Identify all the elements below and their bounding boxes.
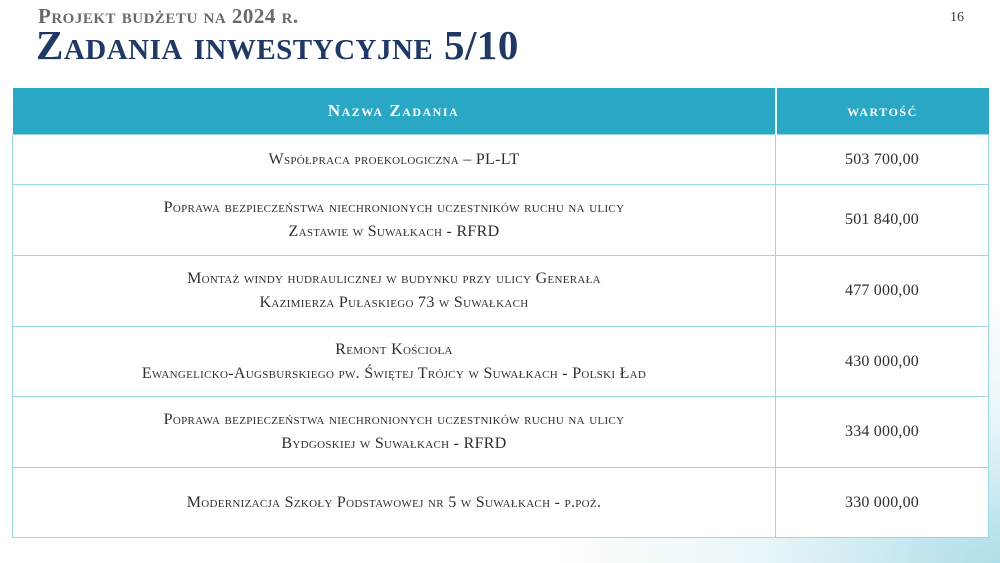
table-row: Montaż windy hudraulicznej w budynku prz… (12, 255, 989, 327)
investment-tasks-table: Nazwa Zadania wartość Współpraca proekol… (12, 88, 989, 538)
task-name: Współpraca proekologiczna – PL-LT (12, 134, 776, 185)
table-row: Poprawa bezpieczeństwa niechronionych uc… (12, 396, 989, 468)
task-value: 330 000,00 (775, 467, 989, 538)
task-name: Remont Kościoła Ewangelicko-Augsburskieg… (12, 326, 776, 397)
page-title: Zadania inwestycyjne 5/10 (36, 22, 519, 68)
table-header-row: Nazwa Zadania wartość (12, 88, 989, 135)
task-name: Poprawa bezpieczeństwa niechronionych uc… (12, 184, 776, 256)
task-name: Montaż windy hudraulicznej w budynku prz… (12, 255, 776, 327)
task-value: 334 000,00 (775, 396, 989, 468)
table-row: Modernizacja Szkoły Podstawowej nr 5 w S… (12, 467, 989, 538)
task-name: Poprawa bezpieczeństwa niechronionych uc… (12, 396, 776, 468)
table-row: Współpraca proekologiczna – PL-LT 503 70… (12, 134, 989, 185)
table-row: Remont Kościoła Ewangelicko-Augsburskieg… (12, 326, 989, 397)
column-header-value: wartość (775, 88, 989, 135)
slide-kicker: Projekt budżetu na 2024 r. (38, 4, 299, 28)
task-value: 430 000,00 (775, 326, 989, 397)
column-header-task-name: Nazwa Zadania (12, 88, 777, 135)
task-value: 503 700,00 (775, 134, 989, 185)
table-row: Poprawa bezpieczeństwa niechronionych uc… (12, 184, 989, 256)
task-value: 501 840,00 (775, 184, 989, 256)
task-name: Modernizacja Szkoły Podstawowej nr 5 w S… (12, 467, 776, 538)
task-value: 477 000,00 (775, 255, 989, 327)
page-number: 16 (950, 10, 964, 25)
